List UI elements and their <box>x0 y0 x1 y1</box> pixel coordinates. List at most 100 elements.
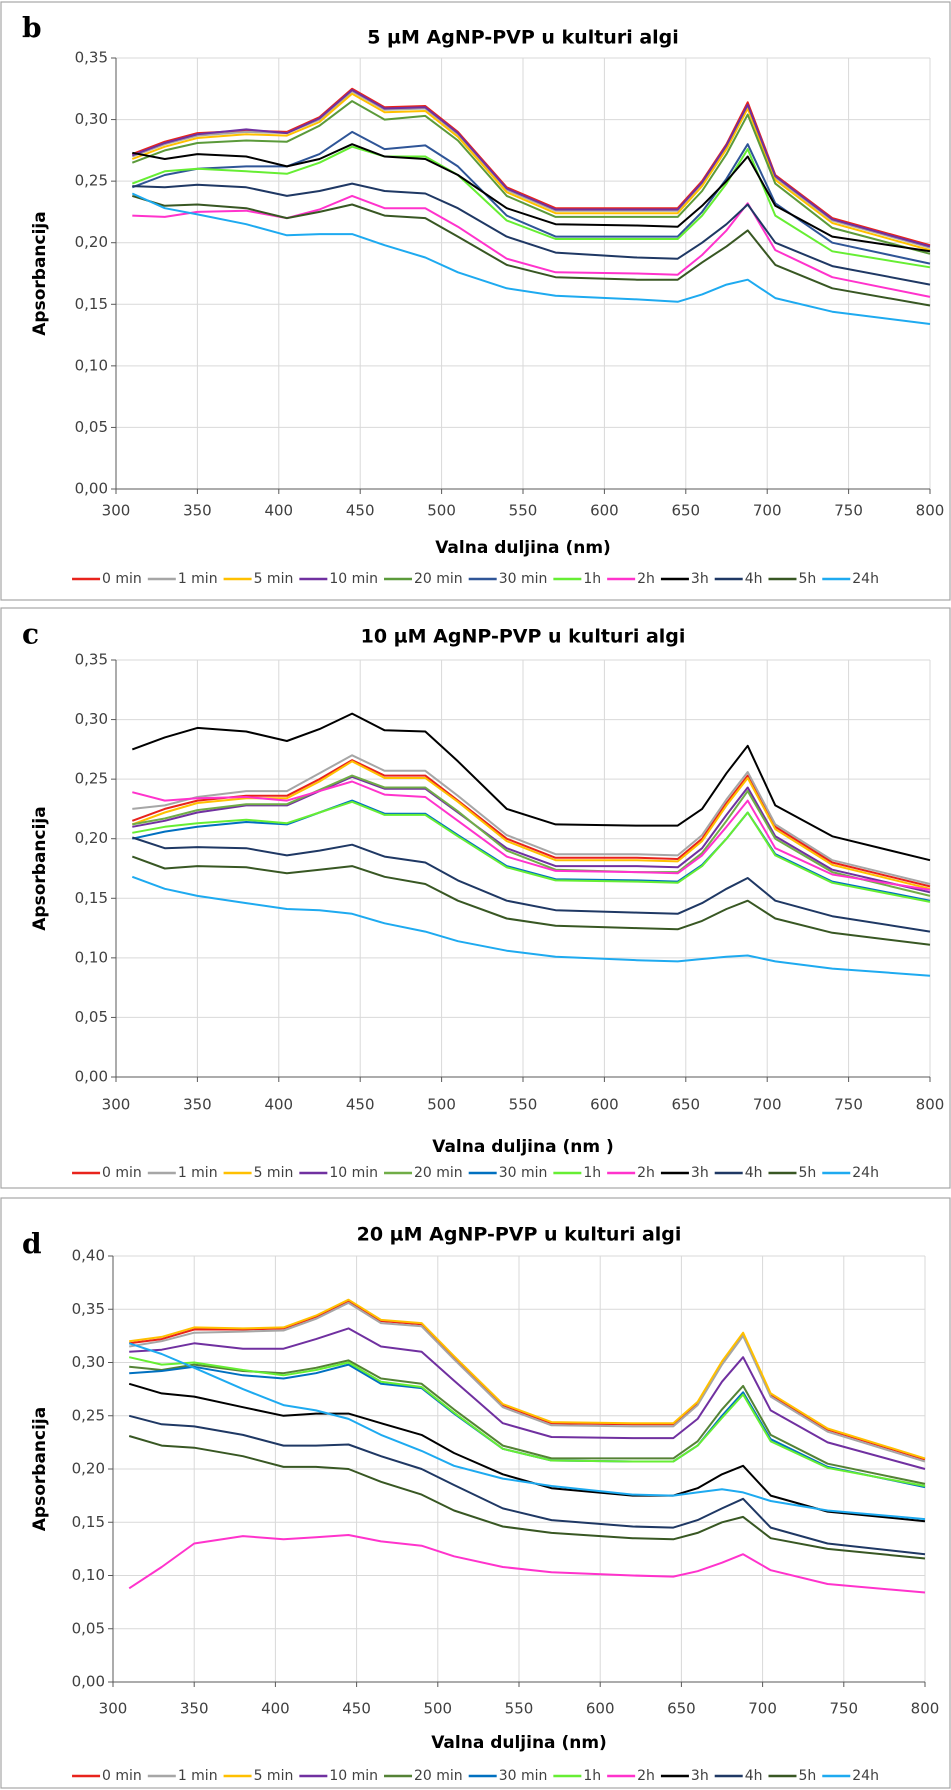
y-tick-label: 0,10 <box>75 356 108 374</box>
y-tick-label: 0,25 <box>72 1406 105 1424</box>
y-tick-label: 0,25 <box>75 770 108 788</box>
legend-label: 20 min <box>414 571 463 587</box>
x-tick-label: 400 <box>261 1700 290 1718</box>
y-tick-label: 0,30 <box>72 1353 105 1371</box>
panel-label: d <box>22 1228 42 1261</box>
legend-label: 2h <box>637 1165 655 1181</box>
legend: 0 min 1 min 5 min 10 min 20 min 30 min 1h 2h 3h 4… <box>72 1165 879 1181</box>
legend-label: 24h <box>852 1165 879 1181</box>
series-line <box>132 774 931 897</box>
x-tick-label: 750 <box>834 502 863 520</box>
y-tick-label: 0,25 <box>75 172 108 190</box>
x-tick-label: 350 <box>180 1700 209 1718</box>
legend-label: 3h <box>691 1768 709 1784</box>
legend-label: 4h <box>745 1165 763 1181</box>
x-tick-label: 700 <box>753 1096 782 1114</box>
legend-label: 10 min <box>329 1768 378 1784</box>
y-tick-label: 0,30 <box>75 710 108 728</box>
series-line <box>132 754 931 885</box>
chart-panel: b 5 µM AgNP-PVP u kulturi algi 0,00 0,05 0,1… <box>0 1 951 601</box>
series-line <box>132 800 931 903</box>
series-line <box>131 145 931 269</box>
chart-title: 10 µM AgNP-PVP u kulturi algi <box>361 626 686 648</box>
series-line <box>131 836 931 933</box>
x-tick-label: 800 <box>916 502 945 520</box>
legend-label: 10 min <box>329 571 378 587</box>
y-tick-label: 0,35 <box>72 1300 105 1318</box>
legend-label: 30 min <box>499 1768 548 1784</box>
series-line <box>132 194 931 307</box>
x-tick-label: 450 <box>346 1096 375 1114</box>
x-axis-label: Valna duljina (nm) <box>431 1733 607 1753</box>
x-tick-label: 700 <box>753 502 782 520</box>
x-axis-label: Valna duljina (nm ) <box>432 1137 614 1157</box>
x-tick-label: 800 <box>916 1096 945 1114</box>
x-tick-label: 500 <box>427 502 456 520</box>
legend-label: 1h <box>583 1768 601 1784</box>
x-tick-label: 450 <box>346 502 375 520</box>
y-axis-label: Apsorbancija <box>30 211 50 335</box>
series-line <box>131 712 931 862</box>
legend-label: 4h <box>745 1768 763 1784</box>
y-tick-label: 0,10 <box>72 1566 105 1584</box>
x-tick-label: 650 <box>671 1096 700 1114</box>
legend-label: 1 min <box>178 1768 218 1784</box>
legend: 0 min 1 min 5 min 10 min 20 min 30 min 1h 2h 3h 4… <box>72 571 879 587</box>
series-line <box>132 182 931 286</box>
y-axis-label: Apsorbancija <box>30 806 50 930</box>
legend-label: 1h <box>583 1165 601 1181</box>
legend-label: 24h <box>852 1768 879 1784</box>
series-line <box>129 1301 926 1463</box>
legend-label: 0 min <box>102 571 142 587</box>
series-line <box>131 855 931 946</box>
x-tick-label: 500 <box>427 1096 456 1114</box>
x-tick-label: 400 <box>264 502 293 520</box>
series-line <box>128 1382 926 1523</box>
series-line <box>131 875 931 977</box>
series-line <box>129 1359 926 1485</box>
y-tick-label: 0,00 <box>75 480 108 498</box>
panel-border <box>0 1197 951 1789</box>
legend-label: 0 min <box>102 1165 142 1181</box>
x-tick-label: 600 <box>590 1096 619 1114</box>
y-tick-label: 0,20 <box>75 829 108 847</box>
legend-label: 2h <box>637 571 655 587</box>
legend-label: 5h <box>798 571 816 587</box>
panel-label: c <box>22 618 39 651</box>
series-line <box>129 1327 926 1470</box>
legend-label: 5h <box>798 1768 816 1784</box>
panel-label: b <box>22 12 42 45</box>
x-tick-label: 600 <box>586 1700 615 1718</box>
x-tick-label: 550 <box>505 1700 534 1718</box>
series-line <box>132 143 931 253</box>
series-line <box>132 775 931 894</box>
x-tick-label: 350 <box>183 502 212 520</box>
y-tick-label: 0,00 <box>75 1068 108 1086</box>
series-line <box>128 1414 926 1556</box>
chart-panel: d 20 µM AgNP-PVP u kulturi algi 0,00 0,05 0,… <box>0 1197 951 1789</box>
legend-label: 3h <box>691 571 709 587</box>
legend-label: 5 min <box>254 1165 294 1181</box>
y-tick-label: 0,30 <box>75 110 108 128</box>
legend-label: 24h <box>852 571 879 587</box>
series-line <box>131 100 931 255</box>
y-tick-label: 0,05 <box>72 1619 105 1637</box>
chart-title: 5 µM AgNP-PVP u kulturi algi <box>367 27 679 49</box>
series-line <box>131 92 931 252</box>
x-tick-label: 300 <box>102 502 131 520</box>
x-tick-label: 300 <box>102 1096 131 1114</box>
legend-label: 1h <box>583 571 601 587</box>
series-line <box>128 1534 926 1594</box>
y-tick-label: 0,05 <box>75 418 108 436</box>
chart-panel: c 10 µM AgNP-PVP u kulturi algi 0,00 0,05 0,… <box>0 607 951 1189</box>
x-tick-label: 300 <box>99 1700 128 1718</box>
x-tick-label: 400 <box>264 1096 293 1114</box>
y-tick-label: 0,20 <box>72 1460 105 1478</box>
x-tick-label: 650 <box>667 1700 696 1718</box>
series-line <box>131 89 931 248</box>
y-tick-label: 0,40 <box>72 1247 105 1265</box>
legend-label: 3h <box>691 1165 709 1181</box>
series-line <box>128 1356 926 1487</box>
series-line <box>131 759 931 888</box>
